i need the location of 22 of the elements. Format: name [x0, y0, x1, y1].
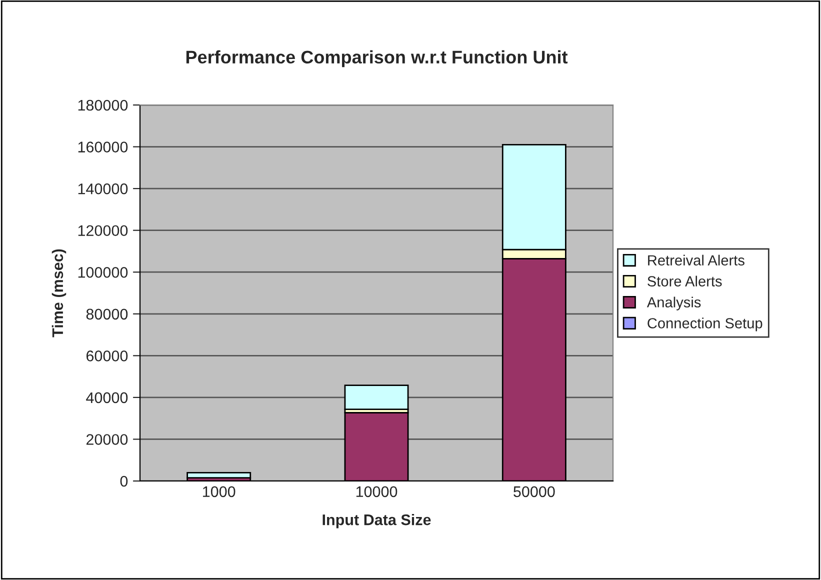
x-axis-title: Input Data Size — [322, 514, 431, 528]
x-tick-label: 1000 — [203, 486, 236, 498]
x-tick-label: 50000 — [514, 486, 555, 498]
y-tick-label: 100000 — [78, 266, 128, 278]
y-tick-label: 140000 — [78, 183, 128, 194]
y-axis-title: Time (msec) — [52, 249, 66, 338]
y-tick-label: 120000 — [78, 225, 128, 236]
y-tick-label: 80000 — [86, 308, 128, 320]
chart-title: Performance Comparison w.r.t Function Unit — [186, 50, 568, 68]
legend-label: Connection Setup — [648, 318, 762, 332]
y-tick-label: 40000 — [86, 392, 128, 404]
y-tick-label: 60000 — [86, 350, 128, 362]
y-tick-label: 0 — [120, 476, 128, 487]
legend-label: Retreival Alerts — [648, 254, 744, 266]
y-tick-label: 20000 — [86, 434, 128, 445]
bar — [344, 384, 409, 410]
y-tick-label: 160000 — [78, 142, 128, 152]
x-tick-label: 10000 — [356, 486, 398, 498]
legend-label: Store Alerts — [648, 276, 722, 286]
bar — [186, 472, 252, 479]
y-tick-label: 180000 — [78, 100, 128, 111]
legend-label: Analysis — [646, 296, 701, 310]
